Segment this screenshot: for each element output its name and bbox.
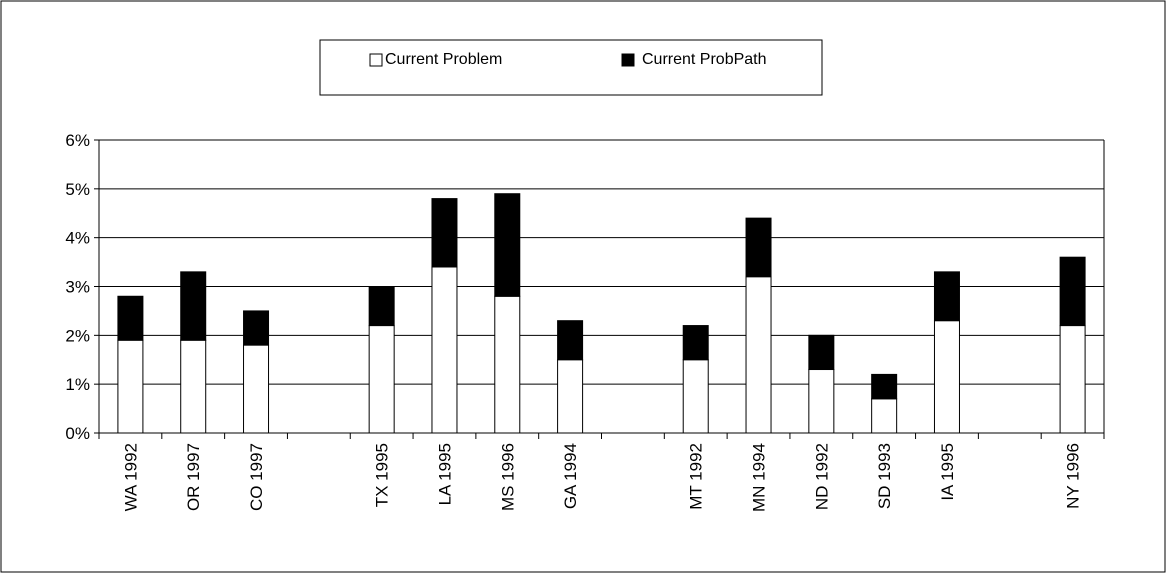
y-tick-label-1: 1%	[65, 375, 90, 394]
bar-current-probpath-nd-1992	[808, 334, 835, 371]
bar-current-problem-la-1995	[431, 266, 458, 434]
bar-current-probpath-ny-1996	[1059, 256, 1086, 327]
x-tick-label-wa-1992: WA 1992	[121, 443, 140, 511]
bar-current-problem-mt-1992	[682, 359, 709, 434]
legend-swatch-current-problem	[369, 53, 383, 67]
bar-current-problem-tx-1995	[368, 325, 395, 434]
bar-current-problem-ny-1996	[1059, 325, 1086, 434]
legend-box	[319, 39, 823, 96]
bar-current-problem-nd-1992	[808, 369, 835, 434]
x-tick-label-or-1997: OR 1997	[184, 443, 203, 511]
y-tick-label-2: 2%	[65, 326, 90, 345]
legend-swatch-current-probpath	[621, 53, 635, 67]
x-tick-label-nd-1992: ND 1992	[812, 443, 831, 510]
bar-current-probpath-co-1997	[243, 310, 270, 346]
legend: Current Problem Current ProbPath	[319, 39, 823, 96]
x-tick-label-la-1995: LA 1995	[435, 443, 454, 505]
bar-current-probpath-ga-1994	[557, 320, 584, 361]
x-tick-label-ga-1994: GA 1994	[561, 443, 580, 509]
bar-current-problem-sd-1993	[871, 398, 898, 434]
bar-current-probpath-sd-1993	[871, 373, 898, 400]
bar-current-problem-mn-1994	[745, 276, 772, 434]
y-tick-label-6: 6%	[65, 131, 90, 150]
x-tick-label-co-1997: CO 1997	[247, 443, 266, 511]
y-tick-label-5: 5%	[65, 180, 90, 199]
bar-current-problem-ga-1994	[557, 359, 584, 434]
bar-current-problem-ms-1996	[494, 295, 521, 434]
y-tick-label-0: 0%	[65, 424, 90, 443]
bar-current-probpath-mn-1994	[745, 217, 772, 278]
bar-current-problem-wa-1992	[117, 339, 144, 434]
x-tick-label-ny-1996: NY 1996	[1064, 443, 1083, 509]
bar-current-probpath-ia-1995	[933, 271, 960, 322]
x-tick-label-ms-1996: MS 1996	[498, 443, 517, 511]
legend-label-current-problem: Current Problem	[385, 51, 502, 68]
x-tick-label-mt-1992: MT 1992	[687, 443, 706, 510]
legend-label-current-probpath: Current ProbPath	[642, 51, 767, 68]
bar-current-probpath-la-1995	[431, 198, 458, 268]
bar-current-probpath-wa-1992	[117, 295, 144, 341]
x-tick-label-ia-1995: IA 1995	[938, 443, 957, 501]
bar-current-probpath-mt-1992	[682, 325, 709, 361]
y-tick-label-4: 4%	[65, 229, 90, 248]
bar-current-problem-or-1997	[180, 339, 207, 434]
x-tick-labels: WA 1992 OR 1997 CO 1997 TX 1995 LA 1995 MS 19…	[121, 443, 1082, 512]
bars	[117, 193, 1086, 434]
y-tick-labels: 0% 1% 2% 3% 4% 5% 6%	[65, 131, 90, 443]
y-tick-label-3: 3%	[65, 278, 90, 297]
bar-current-problem-ia-1995	[933, 320, 960, 434]
bar-current-probpath-tx-1995	[368, 286, 395, 327]
axes	[94, 139, 1105, 439]
bar-current-probpath-ms-1996	[494, 193, 521, 297]
x-tick-label-tx-1995: TX 1995	[373, 443, 392, 507]
bar-current-problem-co-1997	[243, 344, 270, 434]
x-tick-label-sd-1993: SD 1993	[875, 443, 894, 509]
x-tick-label-mn-1994: MN 1994	[750, 443, 769, 512]
bar-current-probpath-or-1997	[180, 271, 207, 341]
